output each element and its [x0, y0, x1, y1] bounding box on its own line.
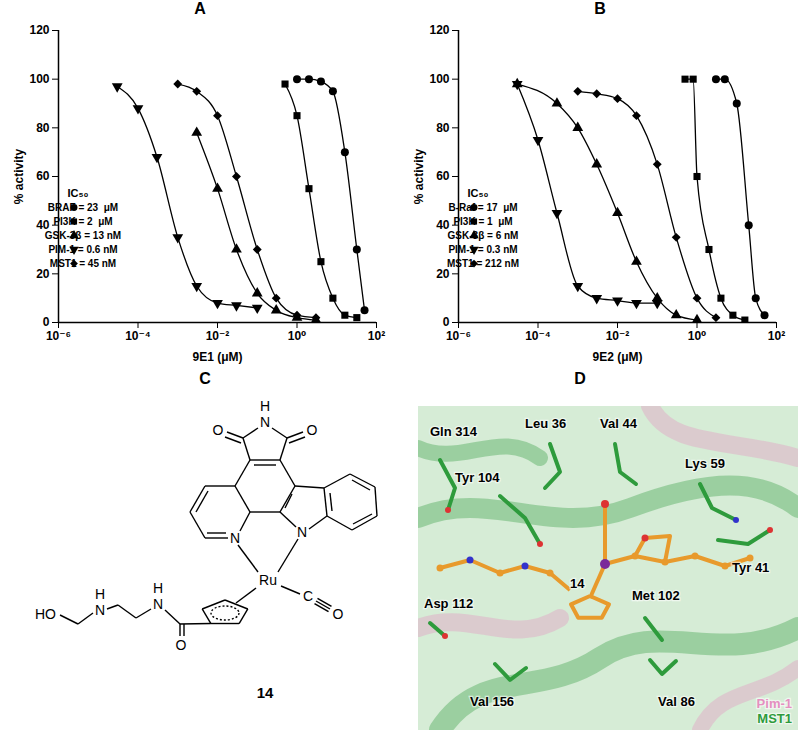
- svg-text:10⁻⁴: 10⁻⁴: [525, 329, 551, 343]
- svg-text:Asp 112: Asp 112: [424, 596, 473, 611]
- svg-text:Gln 314: Gln 314: [430, 424, 478, 439]
- svg-text:N: N: [297, 524, 307, 540]
- svg-text:10⁰: 10⁰: [688, 329, 707, 343]
- svg-text:Val 44: Val 44: [600, 416, 638, 431]
- svg-text:10⁻⁶: 10⁻⁶: [46, 329, 71, 343]
- svg-text:14: 14: [570, 576, 585, 591]
- svg-text:9E2 (μM): 9E2 (μM): [592, 350, 642, 364]
- svg-text:40: 40: [36, 218, 50, 232]
- svg-text:IC₅₀: IC₅₀: [67, 187, 88, 199]
- svg-text:N: N: [153, 596, 163, 612]
- svg-text:O: O: [176, 637, 187, 653]
- svg-text:14: 14: [257, 684, 274, 701]
- svg-text:10⁰: 10⁰: [288, 329, 307, 343]
- svg-text:120: 120: [29, 23, 49, 37]
- svg-text:HO: HO: [35, 606, 56, 622]
- svg-text:GSK-3β = 13 nM: GSK-3β = 13 nM: [45, 230, 121, 241]
- svg-text:60: 60: [36, 169, 50, 183]
- svg-text:Tyr 104: Tyr 104: [455, 470, 500, 485]
- svg-text:40: 40: [436, 218, 450, 232]
- svg-text:GSK-3β = 6 nM: GSK-3β = 6 nM: [448, 230, 519, 241]
- html-text:A: A: [194, 0, 206, 17]
- svg-text:% activity: % activity: [412, 148, 426, 204]
- svg-text:H: H: [260, 398, 270, 414]
- svg-text:B-Raf = 17 μM: B-Raf = 17 μM: [448, 202, 517, 213]
- svg-text:PIM-1 = 0.6 nM: PIM-1 = 0.6 nM: [48, 244, 117, 255]
- svg-text:PI3K = 1 μM: PI3K = 1 μM: [453, 216, 512, 227]
- svg-text:N: N: [230, 530, 240, 546]
- svg-text:N: N: [260, 414, 270, 430]
- svg-text:MST1 = 45 nM: MST1 = 45 nM: [50, 258, 116, 269]
- svg-text:10²: 10²: [368, 329, 385, 343]
- svg-text:80: 80: [436, 121, 450, 135]
- svg-text:20: 20: [36, 267, 50, 281]
- svg-text:Leu 36: Leu 36: [525, 416, 566, 431]
- svg-text:100: 100: [429, 72, 449, 86]
- svg-text:IC₅₀: IC₅₀: [467, 187, 488, 199]
- svg-text:Val 86: Val 86: [658, 694, 695, 709]
- svg-text:O: O: [213, 422, 224, 438]
- svg-text:Lys 59: Lys 59: [685, 456, 725, 471]
- svg-text:N: N: [95, 602, 105, 618]
- svg-text:10⁻⁶: 10⁻⁶: [446, 329, 471, 343]
- svg-text:O: O: [307, 422, 318, 438]
- svg-text:120: 120: [429, 23, 449, 37]
- svg-text:H: H: [153, 580, 163, 596]
- svg-text:C: C: [303, 588, 313, 604]
- svg-text:PIM-1 = 0.3 nM: PIM-1 = 0.3 nM: [448, 244, 517, 255]
- svg-text:% activity: % activity: [12, 148, 26, 204]
- html-text:B: B: [594, 0, 606, 17]
- svg-text:Ru: Ru: [259, 572, 277, 588]
- svg-text:10⁻⁴: 10⁻⁴: [125, 329, 151, 343]
- svg-text:MST1 = 212 nM: MST1 = 212 nM: [447, 258, 519, 269]
- svg-text:O: O: [333, 606, 344, 622]
- svg-text:60: 60: [436, 169, 450, 183]
- svg-text:D: D: [574, 370, 586, 387]
- svg-text:BRAF = 23 μM: BRAF = 23 μM: [48, 202, 118, 213]
- svg-text:80: 80: [36, 121, 50, 135]
- svg-text:MST1: MST1: [757, 711, 792, 726]
- svg-text:10⁻²: 10⁻²: [606, 329, 630, 343]
- svg-text:Val 156: Val 156: [470, 694, 514, 709]
- svg-text:H: H: [95, 586, 105, 602]
- svg-text:Pim-1: Pim-1: [757, 696, 792, 711]
- svg-text:0: 0: [443, 315, 450, 329]
- svg-text:PI3K = 2 μM: PI3K = 2 μM: [53, 216, 112, 227]
- svg-text:C: C: [199, 370, 211, 387]
- svg-text:100: 100: [29, 72, 49, 86]
- svg-text:10⁻²: 10⁻²: [206, 329, 230, 343]
- svg-text:9E1 (μM): 9E1 (μM): [192, 350, 242, 364]
- svg-text:0: 0: [43, 315, 50, 329]
- svg-text:Met 102: Met 102: [632, 588, 680, 603]
- svg-text:20: 20: [436, 266, 450, 281]
- svg-text:10²: 10²: [768, 329, 785, 343]
- svg-text:Tyr 41: Tyr 41: [732, 560, 769, 575]
